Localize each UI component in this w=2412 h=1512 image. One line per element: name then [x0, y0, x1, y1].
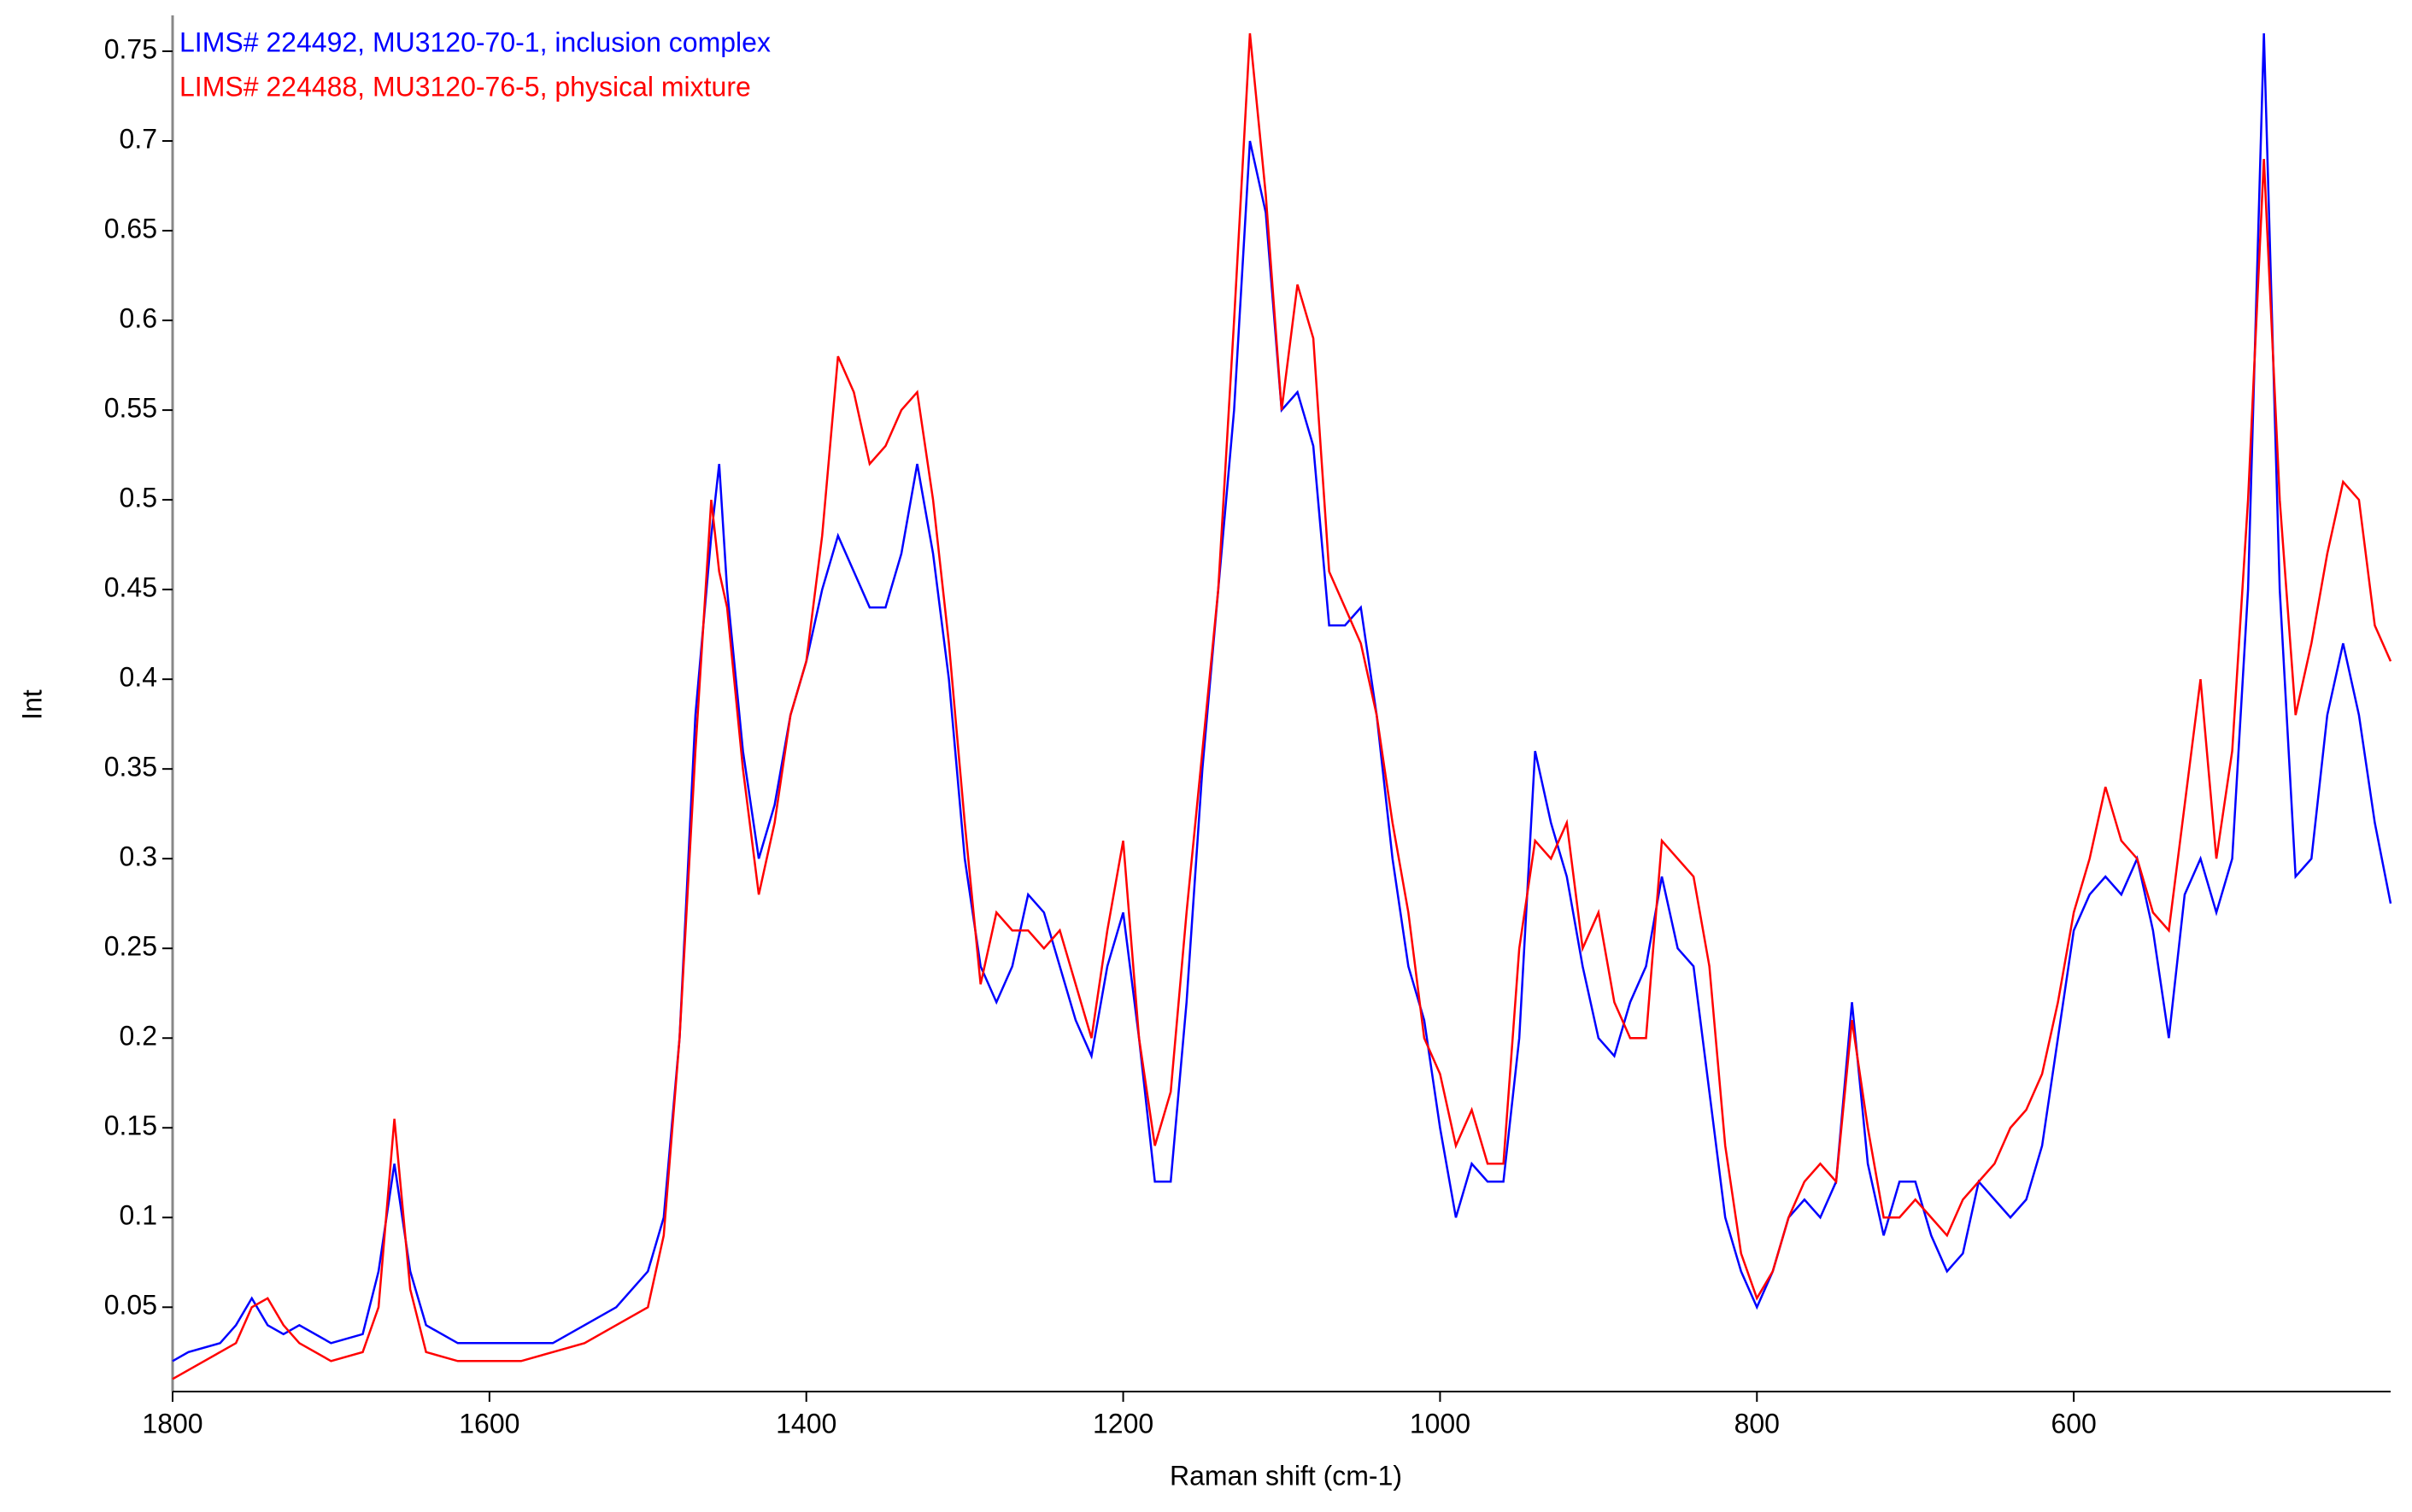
series-line: [172, 32, 2392, 1363]
x-tick-label: 600: [2051, 1408, 2096, 1439]
y-tick-label: 0.75: [104, 33, 157, 64]
x-tick-label: 1200: [1093, 1408, 1153, 1439]
y-tick-label: 0.5: [120, 483, 157, 513]
y-tick-label: 0.55: [104, 393, 157, 424]
y-tick-label: 0.05: [104, 1290, 157, 1321]
y-tick-label: 0.6: [120, 303, 157, 334]
y-tick-label: 0.1: [120, 1200, 157, 1231]
x-tick-label: 1800: [142, 1408, 202, 1439]
legend-entry: LIMS# 224492, MU3120-70-1, inclusion com…: [179, 26, 771, 57]
y-tick-label: 0.15: [104, 1111, 157, 1141]
y-tick-label: 0.25: [104, 931, 157, 962]
y-tick-label: 0.3: [120, 841, 157, 872]
x-axis-label: Raman shift (cm-1): [1170, 1460, 1402, 1491]
legend-entry: LIMS# 224488, MU3120-76-5, physical mixt…: [179, 71, 751, 102]
y-tick-label: 0.7: [120, 123, 157, 154]
y-tick-label: 0.35: [104, 752, 157, 782]
y-tick-label: 0.65: [104, 214, 157, 244]
series-line: [172, 32, 2392, 1380]
x-tick-label: 1000: [1410, 1408, 1470, 1439]
x-tick-label: 800: [1734, 1408, 1780, 1439]
x-tick-label: 1600: [459, 1408, 519, 1439]
y-tick-label: 0.2: [120, 1021, 157, 1052]
y-tick-label: 0.45: [104, 572, 157, 603]
y-axis-label: Int: [16, 689, 47, 720]
y-tick-label: 0.4: [120, 662, 157, 693]
x-tick-label: 1400: [776, 1408, 836, 1439]
